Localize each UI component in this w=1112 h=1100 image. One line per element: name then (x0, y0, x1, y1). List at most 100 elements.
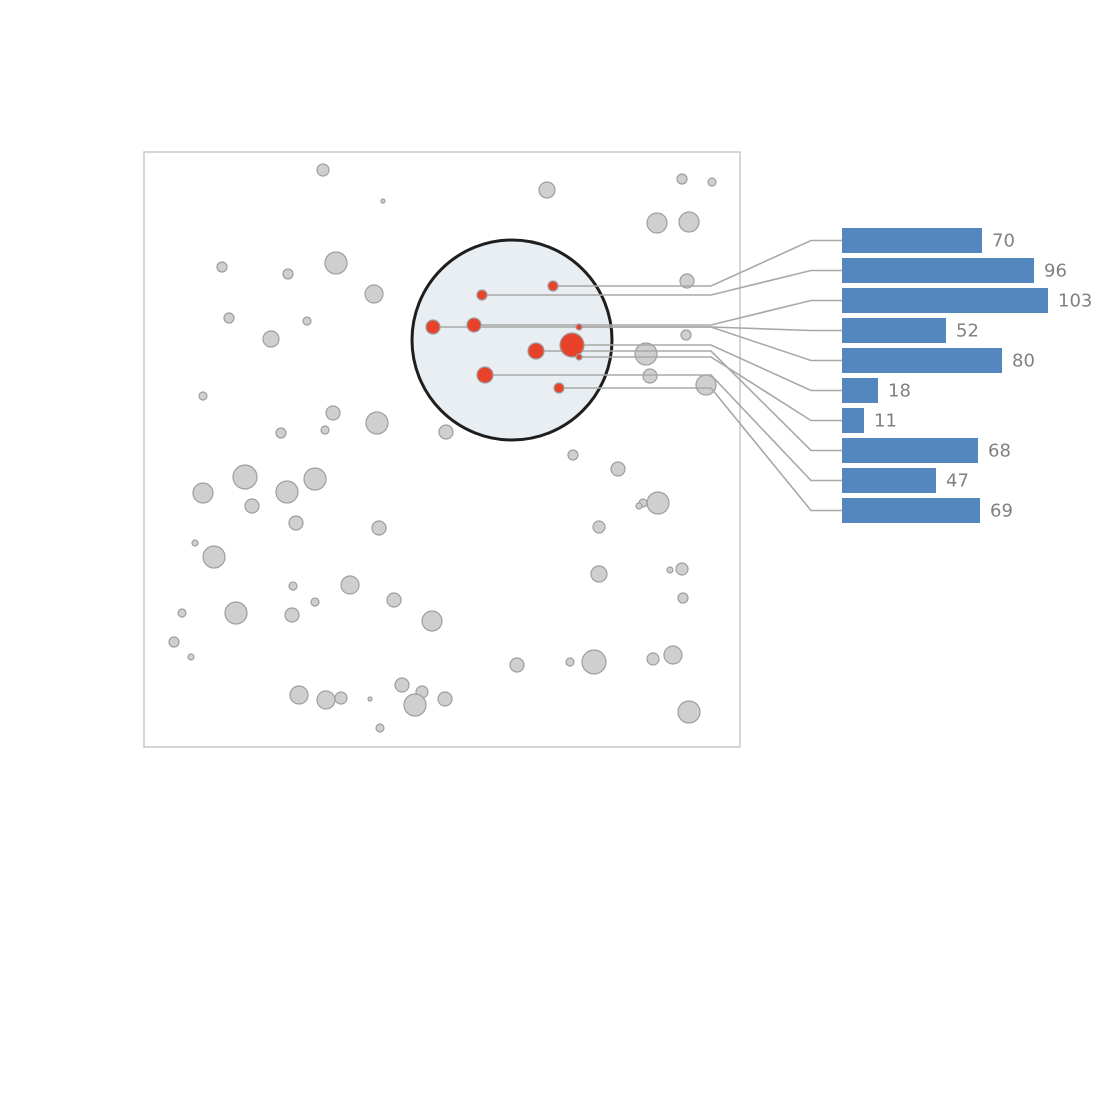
scatter-point (646, 491, 670, 515)
scatter-point (223, 312, 235, 324)
background-points (168, 163, 717, 733)
selected-point (476, 289, 488, 301)
scatter-point (707, 177, 717, 187)
scatter-point (592, 520, 606, 534)
scatter-point (275, 480, 299, 504)
scatter-point (380, 198, 386, 204)
bar-value-label: 47 (946, 471, 969, 492)
selected-point (466, 317, 482, 333)
scatter-point (676, 173, 688, 185)
connector-lines (433, 239, 842, 512)
scatter-point (403, 693, 427, 717)
selected-point (476, 366, 494, 384)
bar-value-label: 68 (988, 441, 1011, 462)
scatter-point (437, 691, 453, 707)
scatter-point (168, 636, 180, 648)
bar-value-label: 52 (956, 321, 979, 342)
scatter-point (192, 482, 214, 504)
scatter-point (320, 425, 330, 435)
scatter-point (275, 427, 287, 439)
selected-point (559, 332, 585, 358)
bar-group: 70 96 103 52 80 18 11 68 47 69 (842, 228, 1092, 523)
scatter-point (565, 657, 575, 667)
bar (842, 378, 878, 403)
connector-line (559, 387, 842, 512)
scatter-point (303, 467, 327, 491)
scatter-point (316, 163, 330, 177)
selected-point (575, 323, 583, 331)
scatter-point (224, 601, 248, 625)
bar (842, 288, 1048, 313)
scatter-point (187, 653, 195, 661)
scatter-point (302, 316, 312, 326)
selected-point (575, 353, 583, 361)
bar-value-label: 18 (888, 381, 911, 402)
scatter-point (610, 461, 626, 477)
scatter-point (289, 685, 309, 705)
scatter-point (386, 592, 402, 608)
scatter-point (202, 545, 226, 569)
bar (842, 348, 1002, 373)
scatter-point (177, 608, 187, 618)
bar-value-label: 103 (1058, 291, 1092, 312)
scatter-point (680, 329, 692, 341)
bar (842, 498, 980, 523)
scatter-point (364, 284, 384, 304)
connector-line (572, 344, 842, 392)
bar (842, 258, 1034, 283)
connector-line (536, 350, 842, 452)
scatter-point (282, 268, 294, 280)
scatter-point (316, 690, 336, 710)
bar (842, 318, 946, 343)
scatter-point (394, 677, 410, 693)
scatter-point (310, 597, 320, 607)
scatter-point (324, 251, 348, 275)
scatter-point (634, 342, 658, 366)
scatter-point (679, 273, 695, 289)
bar-value-label: 70 (992, 231, 1015, 252)
connector-line (579, 356, 842, 422)
scatter-point (421, 610, 443, 632)
connector-line (482, 269, 842, 296)
scatter-point (325, 405, 341, 421)
scatter-point (365, 411, 389, 435)
selected-point (425, 319, 441, 335)
scatter-point (509, 657, 525, 673)
scatter-point (567, 449, 579, 461)
scatter-point (663, 645, 683, 665)
connector-line (433, 326, 842, 332)
scatter-point (367, 696, 373, 702)
scatter-point (340, 575, 360, 595)
bar-value-label: 80 (1012, 351, 1035, 372)
connector-line (553, 239, 842, 287)
scatter-point (581, 649, 607, 675)
scatter-point (191, 539, 199, 547)
scatter-point (288, 581, 298, 591)
scatter-point (284, 607, 300, 623)
connector-line (485, 374, 842, 482)
scatter-point (232, 464, 258, 490)
scatter-point (244, 498, 260, 514)
selected-point (553, 382, 565, 394)
selected-points (425, 280, 585, 394)
scatter-point (646, 212, 668, 234)
bar (842, 468, 936, 493)
bar-value-label: 69 (990, 501, 1013, 522)
scatter-point (288, 515, 304, 531)
scatter-point (216, 261, 228, 273)
selected-point (547, 280, 559, 292)
scatter-point (262, 330, 280, 348)
scatter-point (642, 368, 658, 384)
scatter-point (334, 691, 348, 705)
connector-line (579, 326, 842, 362)
bar-value-label: 11 (874, 411, 897, 432)
scatter-point (666, 566, 674, 574)
scatter-point (678, 211, 700, 233)
plot-frame (143, 151, 741, 748)
scatter-point (371, 520, 387, 536)
scatter-point (646, 652, 660, 666)
scatter-point (677, 700, 701, 724)
connector-line (474, 299, 842, 326)
bar (842, 408, 864, 433)
